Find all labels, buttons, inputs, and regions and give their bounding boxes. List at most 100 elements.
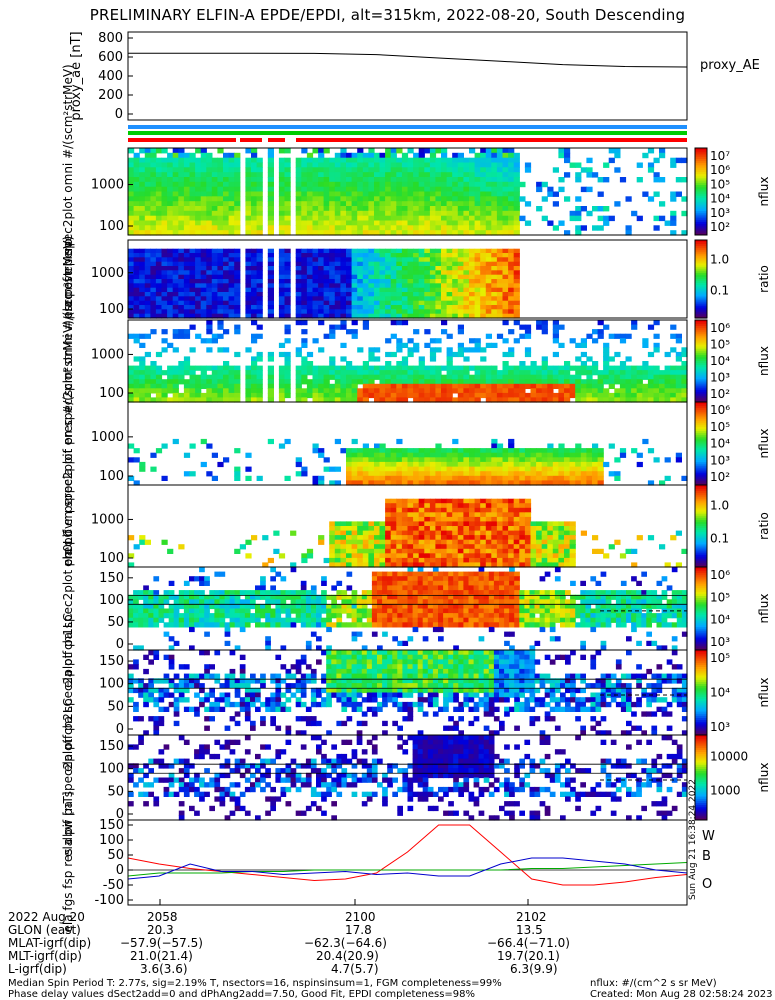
heatmap-cell: [390, 210, 397, 217]
heatmap-cell: [547, 392, 554, 399]
heatmap-cell: [155, 374, 163, 380]
heatmap-cell: [530, 557, 537, 564]
heatmap-cell: [310, 594, 317, 600]
heatmap-cell: [172, 172, 179, 178]
heatmap-cell: [219, 599, 226, 605]
heatmap-cell: [407, 338, 414, 344]
heatmap-cell: [128, 599, 134, 605]
colorbar-cell: [695, 412, 707, 415]
heatmap-cell: [480, 300, 487, 306]
heatmap-cell: [346, 261, 353, 267]
heatmap-cell: [385, 452, 392, 458]
heatmap-cell: [407, 562, 414, 568]
heatmap-cell: [334, 521, 341, 527]
heatmap-cell: [329, 300, 336, 306]
heatmap-cell: [452, 248, 459, 254]
colorbar-tick: 10³: [710, 206, 730, 220]
heatmap-cell: [446, 498, 453, 504]
heatmap-cell: [452, 548, 459, 554]
heatmap-cell: [189, 347, 196, 353]
heatmap-cell: [351, 292, 358, 297]
heatmap-cell: [133, 206, 140, 212]
heatmap-cell: [547, 530, 554, 536]
heatmap-cell: [301, 361, 308, 367]
heatmap-cell: [552, 201, 559, 207]
heatmap-cell: [485, 333, 492, 339]
heatmap-cell: [513, 225, 520, 231]
heatmap-cell: [223, 230, 230, 236]
heatmap-cell: [161, 300, 168, 306]
heatmap-cell: [295, 257, 302, 263]
heatmap-cell: [463, 296, 470, 302]
colorbar-label: ratio: [757, 265, 771, 293]
colorbar-cell: [695, 433, 707, 436]
heatmap-cell: [524, 392, 532, 399]
heatmap-cell: [357, 279, 364, 284]
heatmap-cell: [183, 599, 190, 605]
heatmap-cell: [418, 516, 425, 523]
heatmap-cell: [608, 443, 615, 449]
heatmap-cell: [463, 535, 470, 541]
heatmap-cell: [625, 230, 632, 236]
heatmap-cell: [362, 191, 369, 197]
heatmap-cell: [144, 162, 151, 168]
heatmap-cell: [457, 521, 464, 527]
heatmap-cell: [346, 548, 353, 554]
heatmap-cell: [329, 374, 336, 380]
colorbar-cell: [695, 336, 707, 339]
heatmap-cell: [536, 379, 543, 385]
heatmap-cell: [199, 608, 205, 614]
heatmap-cell: [139, 148, 146, 154]
heatmap-cell: [144, 152, 151, 159]
heatmap-cell: [183, 181, 191, 188]
heatmap-cell: [418, 553, 425, 559]
heatmap-cell: [331, 599, 337, 605]
heatmap-cell: [502, 253, 509, 258]
heatmap-cell: [357, 266, 364, 271]
colorbar-cell: [695, 240, 707, 243]
heatmap-cell: [260, 585, 266, 591]
heatmap-cell: [636, 379, 643, 385]
heatmap-cell: [316, 622, 322, 628]
heatmap-cell: [267, 172, 274, 178]
heatmap-cell: [144, 257, 151, 263]
heatmap-cell: [474, 535, 481, 541]
heatmap-cell: [329, 230, 336, 236]
heatmap-cell: [211, 300, 218, 306]
heatmap-cell: [396, 220, 403, 226]
heatmap-cell: [139, 206, 146, 212]
heatmap-cell: [446, 296, 453, 302]
heatmap-cell: [435, 480, 442, 486]
heatmap-cell: [310, 608, 317, 614]
heatmap-cell: [167, 152, 174, 159]
heatmap-cell: [413, 215, 420, 222]
heatmap-cell: [318, 215, 325, 222]
heatmap-cell: [217, 186, 224, 193]
heatmap-cell: [592, 452, 599, 458]
heatmap-cell: [519, 498, 526, 504]
colorbar-cell: [695, 191, 707, 195]
heatmap-cell: [502, 553, 509, 559]
heatmap-cell: [285, 608, 292, 614]
heatmap-cell: [474, 512, 481, 518]
heatmap-cell: [491, 461, 498, 468]
heatmap-cell: [334, 388, 341, 394]
heatmap-cell: [463, 220, 470, 226]
heatmap-cell: [172, 374, 179, 380]
heatmap-cell: [178, 152, 185, 159]
heatmap-cell: [206, 191, 213, 197]
heatmap-cell: [653, 157, 660, 164]
heatmap-cell: [424, 215, 431, 222]
heatmap-cell: [133, 253, 140, 258]
heatmap-cell: [168, 594, 175, 600]
heatmap-cell: [519, 553, 526, 559]
heatmap-cell: [508, 512, 515, 518]
heatmap-cell: [413, 266, 420, 271]
heatmap-cell: [211, 215, 218, 222]
heatmap-cell: [346, 230, 353, 236]
heatmap-cell: [457, 215, 464, 222]
heatmap-cell: [245, 379, 252, 385]
heatmap-cell: [155, 186, 163, 193]
heatmap-cell: [368, 181, 375, 188]
